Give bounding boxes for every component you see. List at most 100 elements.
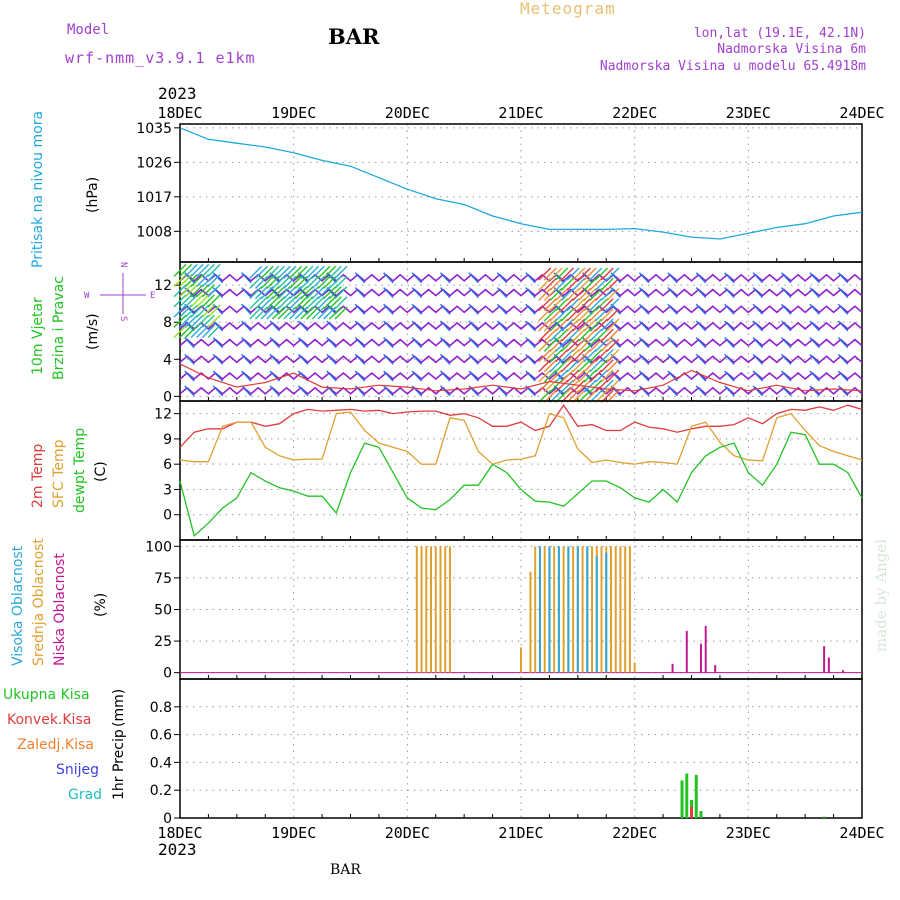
- y-tick-label: 0.4: [150, 755, 172, 771]
- model-altitude-label: Nadmorska Visina u modelu 65.4918m: [600, 59, 866, 74]
- time-tick-label: 18DEC: [157, 824, 202, 842]
- time-tick-label: 23DEC: [726, 104, 771, 122]
- wind-arrow-front: [560, 359, 574, 373]
- wind-arrow-front: [600, 277, 614, 291]
- wind-arrow-front: [538, 359, 552, 373]
- wind-arrow-front: [560, 298, 574, 312]
- wind-arrow-day1: [249, 265, 263, 279]
- wind-arrow-early: [190, 314, 204, 328]
- y-tick-label: 1035: [136, 121, 172, 137]
- time-tick-label: 23DEC: [726, 824, 771, 842]
- wind-barb-feather: [724, 370, 735, 382]
- wind-barb-feather: [212, 303, 224, 315]
- wind-arrow-front: [560, 308, 574, 322]
- y-tick-label: 50: [154, 603, 172, 619]
- wind-arrow-early: [173, 304, 187, 318]
- wind-arrow-day1: [317, 286, 331, 300]
- time-tick-label: 20DEC: [385, 104, 430, 122]
- wind-barb-feather: [780, 287, 792, 299]
- wind-barb-feather: [724, 353, 735, 365]
- wind-arrow-early: [201, 304, 215, 318]
- wind-barb-feather: [383, 287, 394, 299]
- year-label-bottom: 2023: [158, 840, 197, 859]
- wind-arrow-front: [583, 369, 597, 383]
- wind-arrow-front: [560, 287, 574, 301]
- wind-barb-feather: [269, 385, 280, 397]
- wind-arrow-front: [572, 369, 586, 383]
- wind-arrow-day1: [254, 275, 268, 289]
- wind-arrow-front: [566, 328, 580, 342]
- wind-arrow-early: [173, 314, 187, 328]
- wind-arrow-early: [196, 314, 210, 328]
- wind-barb-feather: [724, 287, 735, 299]
- wind-barb-feather: [695, 353, 707, 365]
- y-tick-label: 0.8: [150, 700, 172, 716]
- wind-arrow-day1: [323, 286, 337, 300]
- wind-barb-feather: [638, 272, 650, 284]
- wind-arrow-front: [560, 379, 574, 393]
- wind-arrow-front: [566, 359, 580, 373]
- wind-arrow-early: [173, 274, 187, 288]
- wind-arrow-early: [201, 294, 215, 308]
- wind-arrow-front: [606, 277, 620, 291]
- wind-arrow-day1: [323, 265, 337, 279]
- wind-barb-feather: [496, 353, 508, 365]
- wind-arrow-front: [572, 349, 586, 363]
- wind-arrow-early: [207, 294, 221, 308]
- precip-legend-freeze: Zaledj.Kisa: [17, 737, 94, 753]
- wind-arrow-front: [583, 298, 597, 312]
- wind-barb-feather: [326, 320, 337, 332]
- wind-arrow-front: [589, 318, 603, 332]
- wind-arrow-day1: [260, 296, 274, 310]
- wind-barb-feather: [837, 370, 849, 382]
- wind-arrow-day1: [306, 286, 320, 300]
- wind-arrow-front: [572, 308, 586, 322]
- wind-barb-feather: [439, 353, 451, 365]
- wind-arrow-front: [583, 287, 597, 301]
- wind-arrow-front: [589, 267, 603, 281]
- wind-barb-feather: [184, 370, 195, 382]
- wind-arrow-early: [196, 325, 210, 338]
- time-tick-label: 24DEC: [839, 104, 884, 122]
- wind-arrow-day1: [254, 265, 268, 279]
- wind-arrow-front: [538, 328, 552, 342]
- wind-barb-feather: [411, 287, 423, 299]
- wind-arrow-day1: [277, 265, 291, 279]
- wind-barb-feather: [411, 272, 423, 284]
- wind-barb-feather: [780, 370, 792, 382]
- wind-barb-feather: [724, 320, 735, 332]
- y-tick-label: 75: [154, 571, 172, 587]
- wind-arrow-front: [549, 328, 563, 342]
- wind-arrow-day1: [254, 306, 268, 320]
- wind-arrow-front: [555, 328, 569, 342]
- wind-barb-feather: [638, 385, 650, 397]
- wind-speed-line: [179, 363, 863, 392]
- wind-barb-feather: [752, 320, 764, 332]
- wind-barb-feather: [667, 353, 678, 365]
- wind-arrow-front: [600, 359, 614, 373]
- pressure-line: [179, 127, 863, 240]
- compass-east: E: [150, 291, 155, 301]
- wind-barb-feather: [269, 303, 280, 315]
- wind-arrow-day1: [272, 265, 286, 279]
- wind-arrow-day1: [272, 286, 286, 300]
- wind-barb-feather: [780, 303, 792, 315]
- wind-ylabel: 10m Vjetar: [30, 297, 46, 375]
- wind-arrow-day1: [323, 275, 337, 289]
- wind-arrow-front: [560, 338, 574, 352]
- wind-arrow-front: [543, 369, 557, 383]
- wind-barb-feather: [354, 337, 366, 349]
- wind-arrow-day1: [334, 286, 348, 300]
- wind-arrow-front: [595, 267, 609, 281]
- wind-arrow-early: [179, 314, 193, 328]
- y-tick-label: 4: [163, 352, 172, 368]
- y-tick-label: 1008: [136, 224, 172, 240]
- wind-arrow-day1: [328, 286, 342, 300]
- wind-arrow-front: [549, 338, 563, 352]
- wind-barb-feather: [752, 337, 764, 349]
- wind-barb-feather: [184, 353, 195, 365]
- wind-arrow-day1: [283, 306, 297, 320]
- wind-arrow-front: [549, 267, 563, 281]
- wind-arrow-early: [190, 325, 204, 338]
- wind-arrow-front: [566, 318, 580, 332]
